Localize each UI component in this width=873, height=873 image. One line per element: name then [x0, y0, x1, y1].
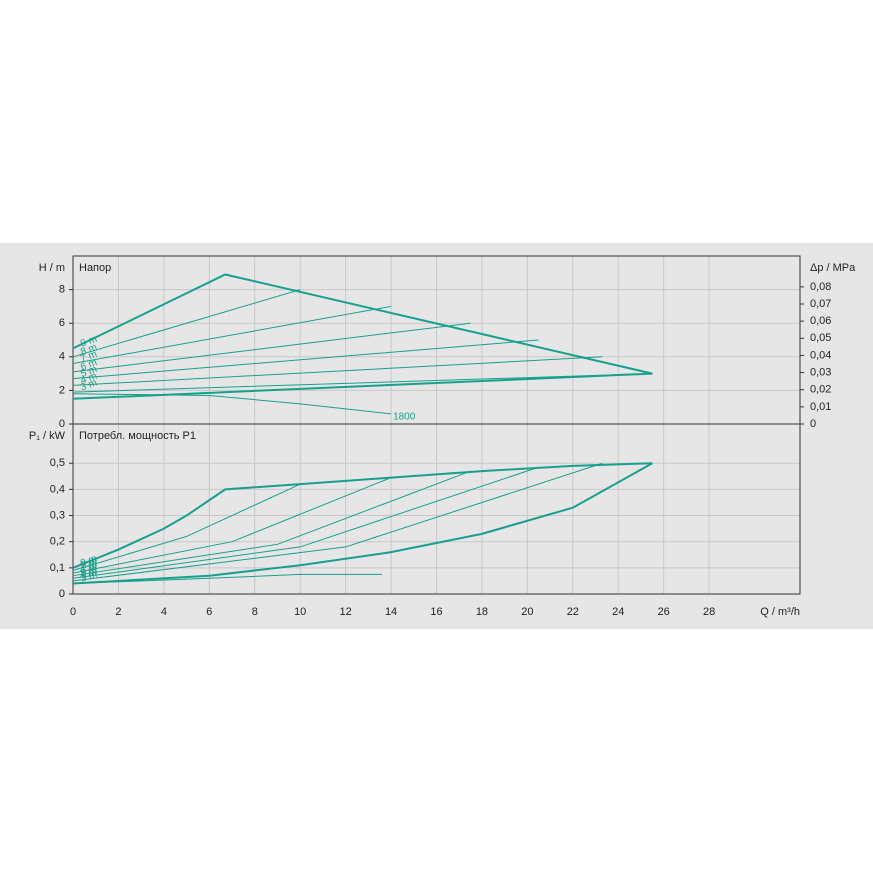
series-label: 6 m	[79, 561, 98, 577]
y-axis-label: P₁ / kW	[29, 430, 66, 442]
y-tick-label: 0,5	[50, 457, 65, 469]
series-label: 8 m	[79, 342, 98, 358]
curve	[72, 393, 392, 415]
x-tick-label: 12	[340, 606, 352, 618]
series-label: 7 m	[79, 349, 98, 365]
series-label: 5 m	[79, 364, 98, 380]
y2-tick-label: 0,02	[810, 384, 831, 396]
curve	[72, 573, 382, 585]
series-label: 4 m	[79, 371, 98, 387]
x-axis-label: Q / m³/h	[760, 606, 800, 618]
x-tick-label: 14	[385, 606, 397, 618]
curve	[72, 462, 653, 569]
x-tick-label: 10	[294, 606, 306, 618]
x-tick-label: 24	[612, 606, 624, 618]
series-label: 4 m	[79, 566, 98, 582]
series-label: 9 m	[79, 334, 98, 350]
y-tick-label: 6	[59, 317, 65, 329]
curve	[72, 356, 603, 386]
y-tick-label: 0,4	[50, 483, 65, 495]
y2-tick-label: 0,06	[810, 315, 831, 327]
y2-tick-label: 0,01	[810, 401, 831, 413]
x-tick-label: 22	[567, 606, 579, 618]
x-tick-label: 4	[161, 606, 167, 618]
y2-axis-label: Δp / MPa	[810, 262, 856, 274]
x-tick-label: 8	[252, 606, 258, 618]
y-tick-label: 4	[59, 351, 65, 363]
y-tick-label: 0,3	[50, 509, 65, 521]
series-label: 6 m	[79, 357, 98, 373]
series-label: 7 m	[79, 558, 98, 574]
plot-frame	[72, 423, 801, 595]
y-tick-label: 0	[59, 588, 65, 600]
chart-title: Напор	[79, 262, 111, 274]
y-tick-label: 2	[59, 384, 65, 396]
curve	[72, 462, 653, 585]
y2-tick-label: 0	[810, 418, 816, 430]
series-label: 9 m	[79, 553, 98, 569]
x-tick-label: 6	[206, 606, 212, 618]
curve	[72, 466, 539, 579]
x-tick-label: 28	[703, 606, 715, 618]
series-label: 3 m	[79, 569, 98, 585]
y-axis-label: H / m	[39, 262, 65, 274]
x-tick-label: 26	[658, 606, 670, 618]
series-label: 1800	[393, 412, 416, 423]
series-label: 3 m	[79, 377, 98, 393]
curve	[72, 470, 471, 577]
x-tick-label: 2	[115, 606, 121, 618]
y2-tick-label: 0,03	[810, 366, 831, 378]
series-label: 8 m	[79, 556, 98, 572]
y-tick-label: 0	[59, 418, 65, 430]
y2-tick-label: 0,04	[810, 349, 831, 361]
x-tick-label: 16	[430, 606, 442, 618]
x-tick-label: 20	[521, 606, 533, 618]
y-tick-label: 8	[59, 284, 65, 296]
curve	[72, 477, 392, 574]
curve	[72, 289, 301, 358]
curve	[72, 373, 653, 393]
y-tick-label: 0,1	[50, 562, 65, 574]
chart-title: Потребл. мощность P1	[79, 430, 196, 442]
curve	[72, 273, 653, 375]
y-tick-label: 0,2	[50, 536, 65, 548]
x-tick-label: 0	[70, 606, 76, 618]
curve	[72, 483, 301, 571]
curve	[72, 305, 392, 365]
y2-tick-label: 0,07	[810, 298, 831, 310]
series-label: 5 m	[79, 564, 98, 580]
x-tick-label: 18	[476, 606, 488, 618]
curve	[72, 339, 539, 380]
curve	[72, 322, 471, 373]
y2-tick-label: 0,08	[810, 281, 831, 293]
curve	[72, 462, 603, 582]
y2-tick-label: 0,05	[810, 332, 831, 344]
